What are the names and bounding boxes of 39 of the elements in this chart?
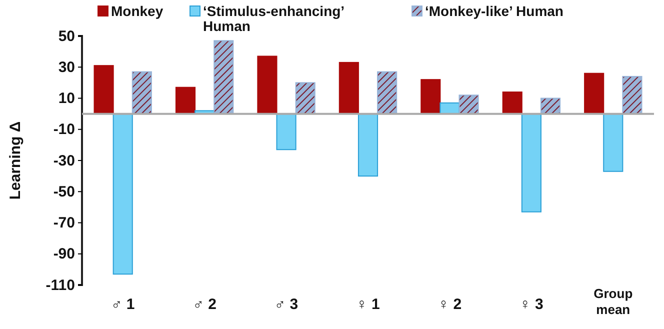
bar [338,62,359,114]
y-tick-label: 50 [58,28,75,45]
x-tick-label: ♀ 1 [356,296,380,313]
bar [603,113,624,172]
x-tick-label: ♀ 2 [438,296,462,313]
x-tick-label: ♂ 1 [110,296,135,313]
bar [295,82,316,114]
bar [502,92,522,114]
bar [420,79,441,114]
y-tick-label: -30 [53,152,75,170]
bar [377,71,398,114]
x-tick-label: ♀ 3 [520,296,544,313]
bar [458,94,479,114]
x-tick-label: ♂ 2 [192,296,216,313]
legend-label: Monkey [111,3,164,19]
y-tick-label: -110 [46,276,75,294]
y-tick-label: -10 [53,121,75,138]
bar [584,72,604,114]
bar [358,113,378,177]
bar [540,98,561,114]
y-tick-label: 30 [58,58,75,76]
legend-label: ‘Stimulus-enhancing’ Human [203,3,345,34]
y-tick-label: -90 [53,246,75,263]
bar [112,113,133,275]
bar [622,76,642,114]
bar [175,86,196,114]
x-tick-label: Group mean [594,286,633,317]
bar [521,113,542,212]
y-tick-label: 10 [58,90,75,108]
bar [276,113,296,150]
y-axis-title: Learning Δ [7,121,24,200]
x-tick-label: ♂ 3 [274,296,298,313]
y-tick-label: -70 [53,214,75,232]
legend-label: ‘Monkey-like’ Human [425,3,564,19]
y-tick-label: -50 [53,183,75,200]
bar [94,65,114,114]
bar [132,71,152,114]
bar [257,56,278,114]
bar [214,40,234,114]
